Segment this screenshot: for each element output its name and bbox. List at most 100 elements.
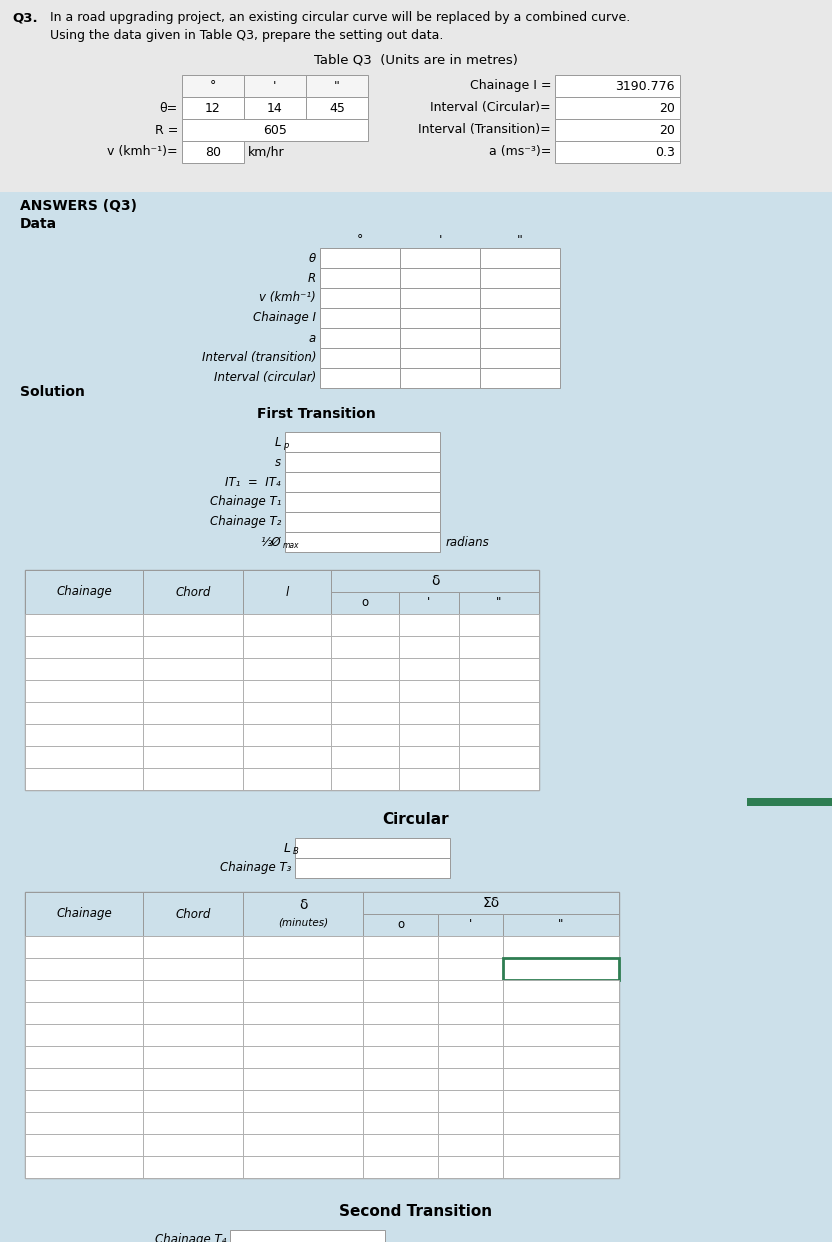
Bar [25, 724, 143, 746]
Bar [143, 1112, 243, 1134]
Bar [285, 432, 440, 452]
Text: First Transition: First Transition [257, 407, 375, 421]
Bar [503, 1002, 619, 1023]
Bar [459, 724, 539, 746]
Bar [363, 1156, 438, 1177]
Text: δ: δ [299, 898, 307, 912]
Bar [306, 75, 368, 97]
Bar [503, 1068, 619, 1090]
Bar [243, 892, 363, 936]
Bar [331, 614, 399, 636]
Text: v (kmh⁻¹)=: v (kmh⁻¹)= [107, 145, 178, 159]
Bar [480, 268, 560, 288]
Text: Chainage I =: Chainage I = [469, 79, 551, 92]
Bar [285, 472, 440, 492]
Bar [143, 892, 243, 936]
Bar [243, 980, 363, 1002]
Bar [363, 1134, 438, 1156]
Bar [363, 980, 438, 1002]
Bar [243, 702, 331, 724]
Bar [25, 1134, 143, 1156]
Bar [320, 368, 400, 388]
Bar [400, 348, 480, 368]
Bar [399, 592, 459, 614]
Bar [480, 308, 560, 328]
Bar [503, 914, 619, 936]
Bar [306, 97, 368, 119]
Bar [438, 1156, 503, 1177]
Bar [459, 746, 539, 768]
Bar [438, 980, 503, 1002]
Bar [320, 328, 400, 348]
Bar [363, 1112, 438, 1134]
Bar [400, 308, 480, 328]
Bar [459, 592, 539, 614]
Bar [243, 768, 331, 790]
Text: 45: 45 [329, 102, 345, 114]
Text: θ=: θ= [160, 102, 178, 114]
Text: Chainage T₁: Chainage T₁ [210, 496, 281, 508]
Bar [459, 768, 539, 790]
Bar [182, 75, 244, 97]
Bar [459, 702, 539, 724]
Text: Chord: Chord [176, 908, 210, 920]
Text: L: L [284, 842, 291, 854]
Bar [363, 936, 438, 958]
Text: Chord: Chord [176, 585, 210, 599]
Text: o: o [397, 919, 404, 932]
Bar [285, 512, 440, 532]
Bar [143, 570, 243, 614]
Bar [285, 452, 440, 472]
Bar [320, 288, 400, 308]
Bar [25, 980, 143, 1002]
Text: Chainage: Chainage [56, 908, 111, 920]
Bar [480, 368, 560, 388]
Bar [363, 1002, 438, 1023]
Text: ANSWERS (Q3): ANSWERS (Q3) [20, 199, 137, 212]
Text: ⅓Ø: ⅓Ø [260, 535, 281, 549]
Text: l: l [285, 585, 289, 599]
Bar [143, 724, 243, 746]
Text: ": " [497, 596, 502, 610]
Bar [363, 914, 438, 936]
Bar [363, 892, 619, 914]
Bar [243, 681, 331, 702]
Bar [143, 614, 243, 636]
Bar [363, 1046, 438, 1068]
Bar [438, 1090, 503, 1112]
Bar [243, 1046, 363, 1068]
Bar [25, 958, 143, 980]
Bar [182, 119, 368, 142]
Bar [320, 308, 400, 328]
Text: Data: Data [20, 217, 57, 231]
Text: max: max [283, 542, 300, 550]
Bar [555, 142, 680, 163]
Bar [25, 681, 143, 702]
Bar [25, 1002, 143, 1023]
Bar [438, 1068, 503, 1090]
Bar [143, 1156, 243, 1177]
Bar [399, 746, 459, 768]
Text: δ: δ [431, 574, 439, 587]
Bar [399, 768, 459, 790]
Text: B: B [293, 847, 299, 857]
Bar [243, 1134, 363, 1156]
Text: v (kmh⁻¹): v (kmh⁻¹) [260, 292, 316, 304]
Bar [143, 1090, 243, 1112]
Bar [25, 702, 143, 724]
Bar [400, 288, 480, 308]
Bar [230, 1230, 385, 1242]
Bar [25, 892, 143, 936]
Bar [243, 636, 331, 658]
Bar [182, 142, 244, 163]
Bar [503, 936, 619, 958]
Bar [399, 681, 459, 702]
Text: 3190.776: 3190.776 [616, 79, 675, 92]
Bar [25, 768, 143, 790]
Bar [143, 1134, 243, 1156]
Text: ": " [558, 919, 564, 932]
Bar [143, 980, 243, 1002]
Bar [243, 614, 331, 636]
Bar [243, 1002, 363, 1023]
Bar [0, 0, 832, 193]
